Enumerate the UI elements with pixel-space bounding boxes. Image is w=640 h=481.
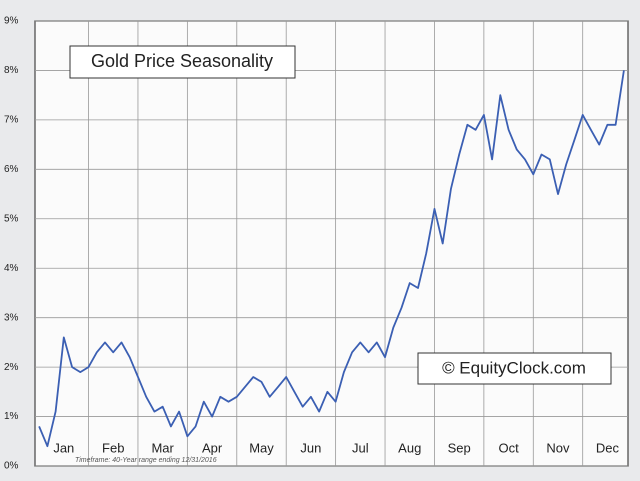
x-tick-label: Jun <box>300 440 321 455</box>
title-box <box>69 45 296 79</box>
credit-box <box>417 352 612 385</box>
plot-area <box>34 20 629 467</box>
y-tick-label: 2% <box>4 362 19 373</box>
y-tick-label: 1% <box>4 411 19 422</box>
x-tick-label: Oct <box>498 440 519 455</box>
y-tick-label: 7% <box>4 115 19 126</box>
y-tick-label: 5% <box>4 213 19 224</box>
y-tick-label: 9% <box>4 16 19 27</box>
x-tick-label: Dec <box>596 440 620 455</box>
y-tick-label: 0% <box>4 461 19 472</box>
x-tick-label: Aug <box>398 440 421 455</box>
x-tick-label: Jul <box>352 440 369 455</box>
timeframe-note: Timeframe: 40-Year range ending 12/31/20… <box>75 457 217 464</box>
y-tick-label: 4% <box>4 263 19 274</box>
x-tick-label: Feb <box>102 440 124 455</box>
y-tick-label: 6% <box>4 164 19 175</box>
x-tick-label: Sep <box>448 440 471 455</box>
credit: © EquityClock.com <box>442 358 586 377</box>
x-tick-label: May <box>249 440 274 455</box>
series-line <box>38 70 625 448</box>
y-tick-label: 3% <box>4 312 19 323</box>
x-tick-label: Nov <box>546 440 570 455</box>
x-tick-label: Mar <box>151 440 174 455</box>
x-tick-label: Apr <box>202 440 223 455</box>
chart-title: Gold Price Seasonality <box>91 51 273 71</box>
y-tick-label: 8% <box>4 65 19 76</box>
x-tick-label: Jan <box>53 440 74 455</box>
